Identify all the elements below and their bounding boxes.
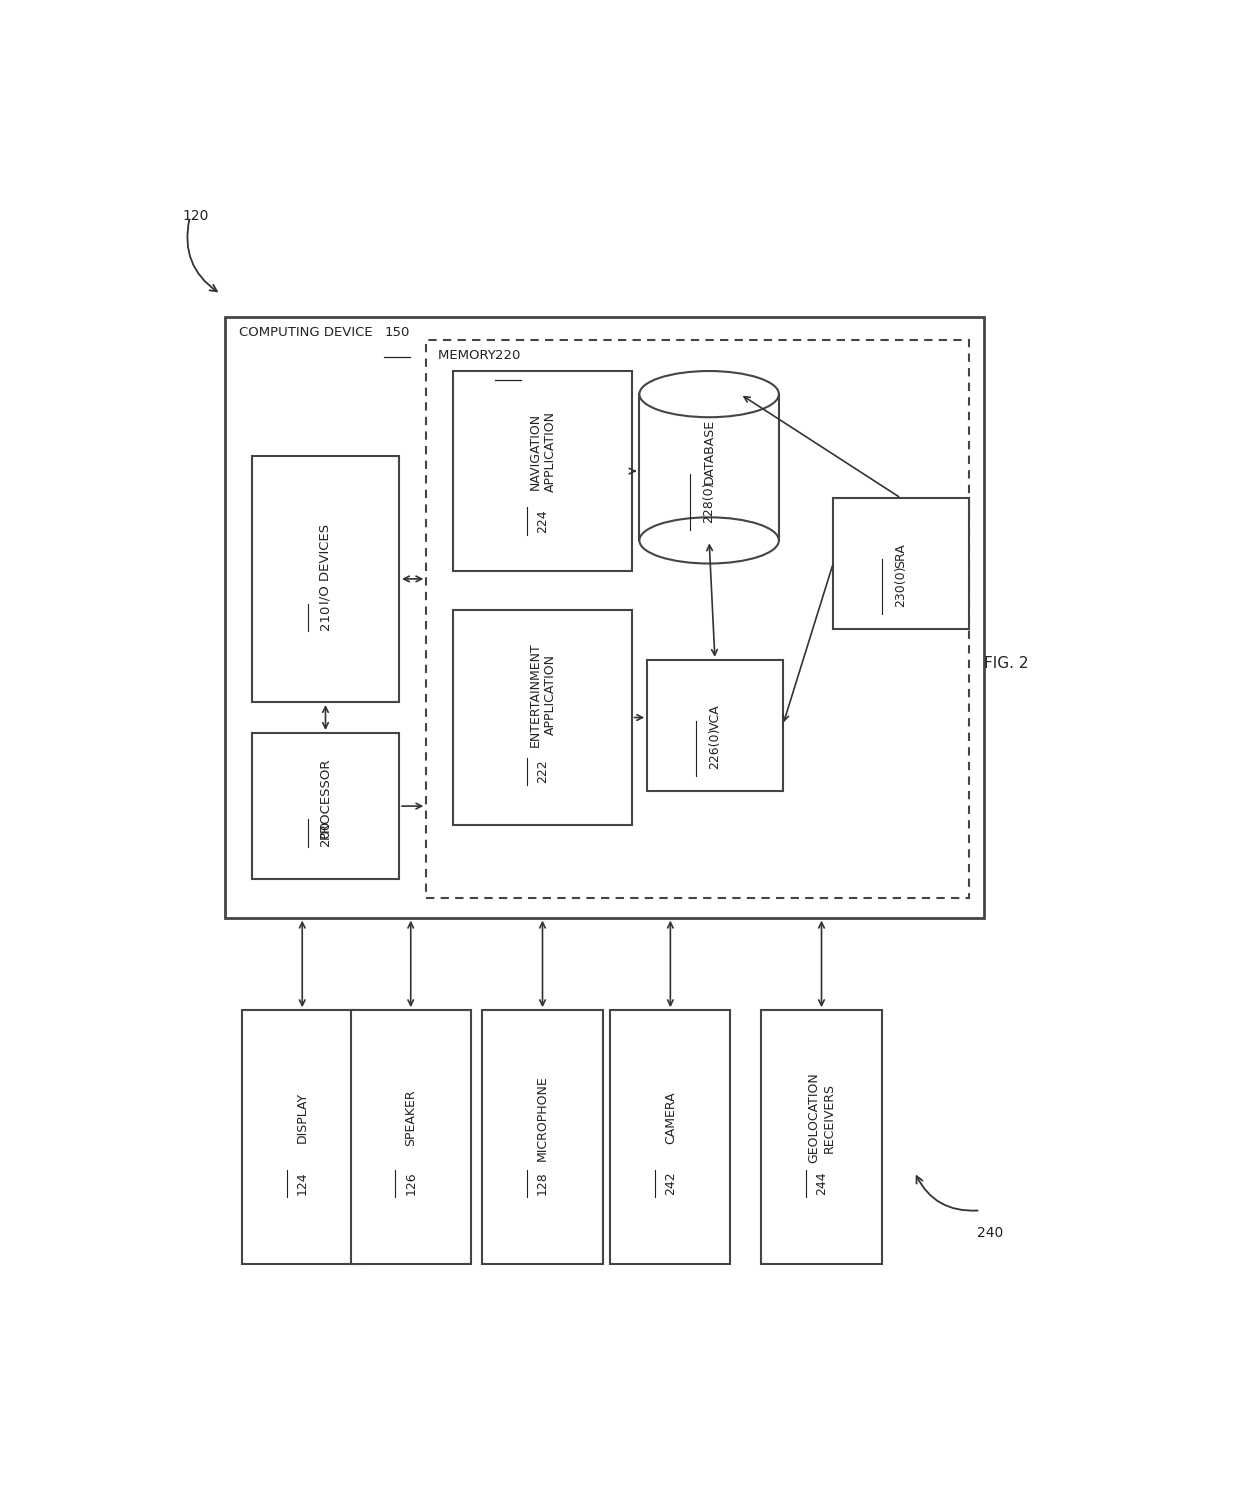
Text: 242: 242 (663, 1171, 677, 1195)
Bar (454, 371, 631, 571)
Text: 120: 120 (182, 209, 208, 223)
Text: 244: 244 (815, 1171, 828, 1195)
Bar (482, 1010, 603, 1264)
Bar (454, 610, 631, 826)
Text: MEMORY: MEMORY (438, 350, 500, 363)
Bar (833, 499, 968, 628)
Bar (242, 1010, 362, 1264)
Text: SRA: SRA (894, 544, 908, 568)
Bar (351, 1010, 471, 1264)
Text: 124: 124 (296, 1171, 309, 1195)
Text: NAVIGATION
APPLICATION: NAVIGATION APPLICATION (528, 411, 557, 493)
Text: COMPUTING DEVICE: COMPUTING DEVICE (238, 327, 377, 339)
Ellipse shape (640, 371, 779, 417)
Bar (610, 1010, 730, 1264)
Text: 200: 200 (319, 820, 332, 845)
Bar (647, 660, 782, 791)
Text: 228(0): 228(0) (703, 481, 715, 523)
Text: 128: 128 (536, 1171, 549, 1195)
Bar (761, 1010, 882, 1264)
Text: 210: 210 (319, 604, 332, 630)
Bar (252, 732, 399, 879)
Text: MICROPHONE: MICROPHONE (536, 1074, 549, 1160)
Text: 226(0): 226(0) (708, 728, 722, 769)
Text: 230(0): 230(0) (894, 567, 908, 607)
Text: 126: 126 (404, 1171, 417, 1195)
Text: FIG. 2: FIG. 2 (985, 656, 1029, 671)
Text: PROCESSOR: PROCESSOR (319, 758, 332, 839)
Bar (224, 316, 985, 918)
Text: ENTERTAINMENT
APPLICATION: ENTERTAINMENT APPLICATION (528, 642, 557, 747)
Text: 240: 240 (977, 1225, 1003, 1240)
Ellipse shape (640, 517, 779, 564)
Text: 150: 150 (384, 327, 409, 339)
Text: CAMERA: CAMERA (663, 1091, 677, 1144)
Text: SPEAKER: SPEAKER (404, 1090, 417, 1147)
Text: 222: 222 (536, 760, 549, 784)
Text: GEOLOCATION
RECEIVERS: GEOLOCATION RECEIVERS (807, 1073, 836, 1163)
Text: 224: 224 (536, 509, 549, 533)
Bar (252, 455, 399, 702)
Text: I/O DEVICES: I/O DEVICES (319, 523, 332, 604)
Text: VCA: VCA (708, 705, 722, 731)
Bar (640, 395, 779, 541)
Text: DISPLAY: DISPLAY (296, 1093, 309, 1144)
Text: DATABASE: DATABASE (703, 419, 715, 484)
Bar (427, 341, 968, 898)
Text: 220: 220 (495, 350, 521, 363)
